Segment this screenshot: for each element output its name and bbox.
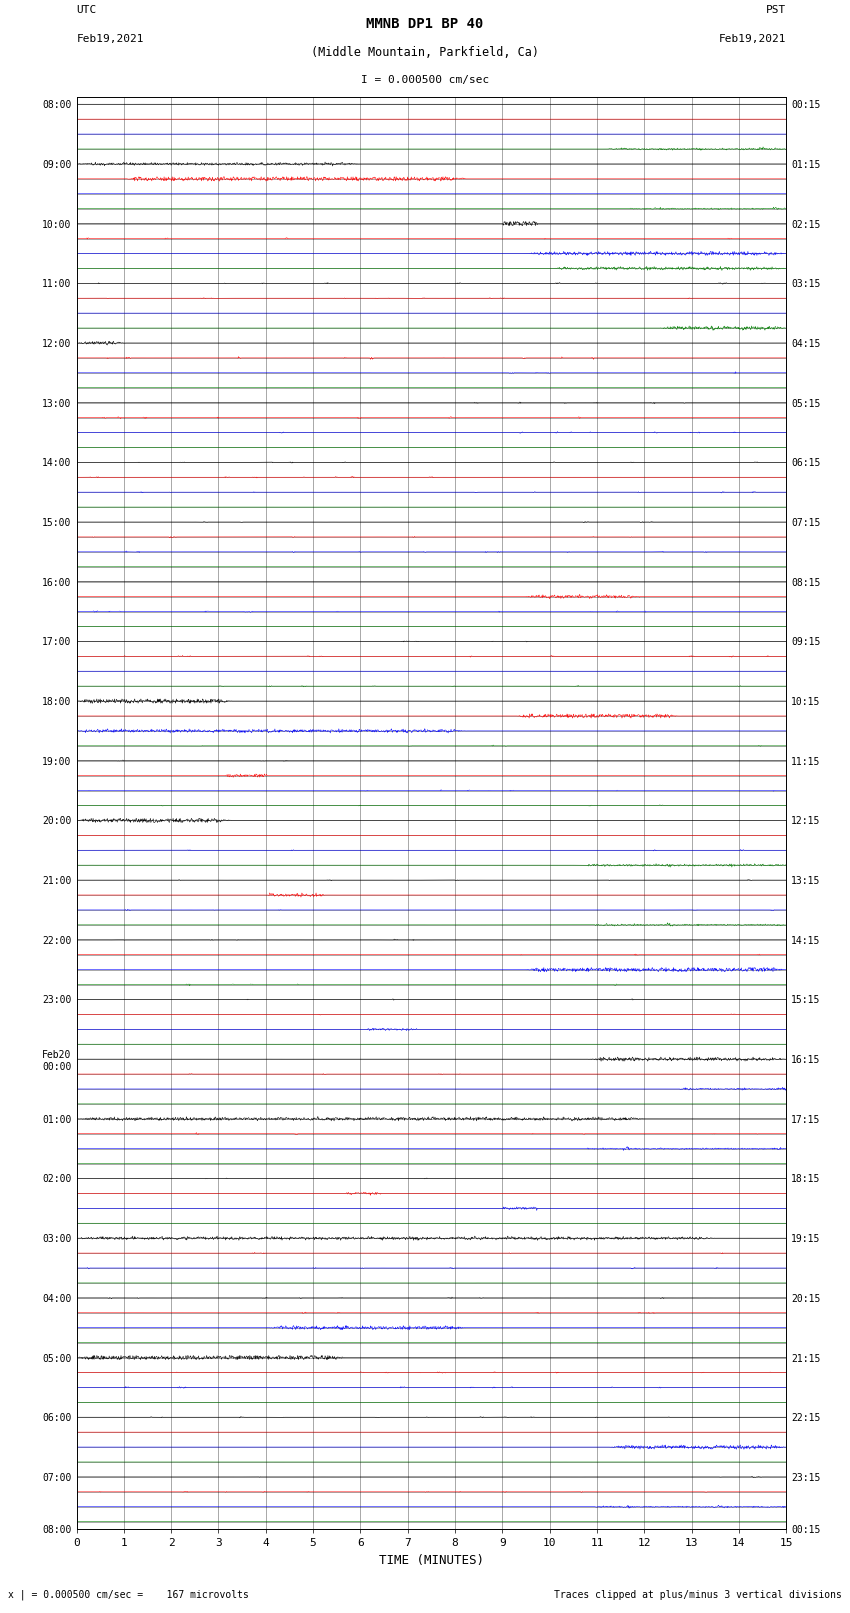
Text: MMNB DP1 BP 40: MMNB DP1 BP 40 — [366, 18, 484, 31]
X-axis label: TIME (MINUTES): TIME (MINUTES) — [379, 1553, 484, 1566]
Text: UTC: UTC — [76, 5, 97, 15]
Text: PST: PST — [766, 5, 786, 15]
Text: Traces clipped at plus/minus 3 vertical divisions: Traces clipped at plus/minus 3 vertical … — [553, 1590, 842, 1600]
Text: Feb19,2021: Feb19,2021 — [719, 34, 786, 44]
Text: Feb19,2021: Feb19,2021 — [76, 34, 144, 44]
Text: I = 0.000500 cm/sec: I = 0.000500 cm/sec — [361, 76, 489, 85]
Text: (Middle Mountain, Parkfield, Ca): (Middle Mountain, Parkfield, Ca) — [311, 47, 539, 60]
Text: x | = 0.000500 cm/sec =    167 microvolts: x | = 0.000500 cm/sec = 167 microvolts — [8, 1589, 249, 1600]
